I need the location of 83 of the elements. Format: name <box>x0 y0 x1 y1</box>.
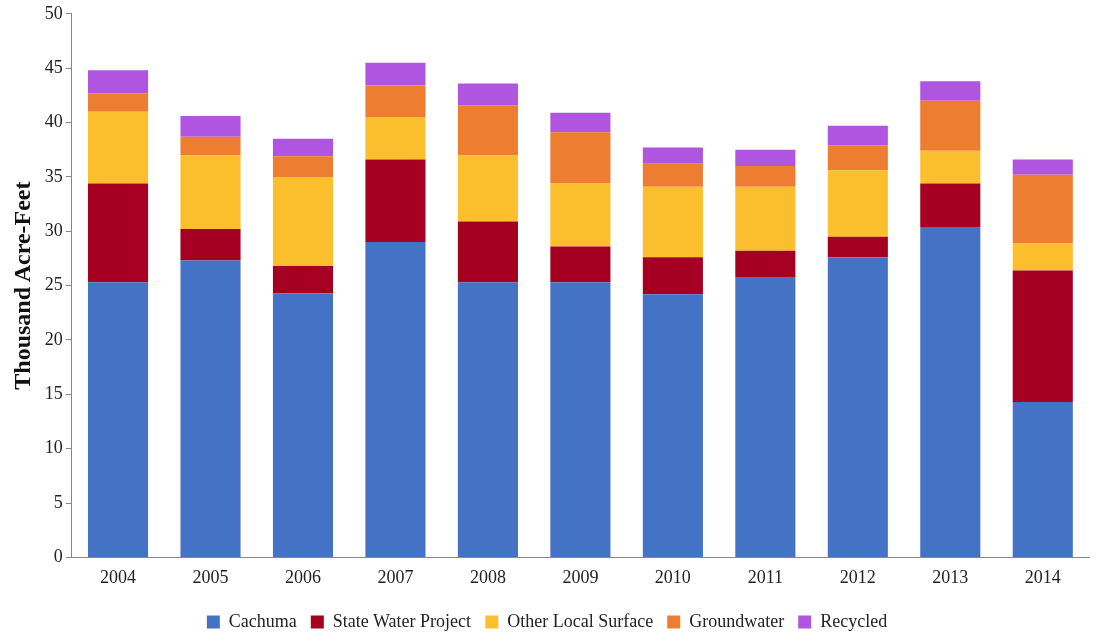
x-tick-label: 2005 <box>192 566 229 587</box>
bar <box>87 111 149 184</box>
x-tick-label: 2010 <box>654 566 691 587</box>
bar <box>1012 174 1073 244</box>
bar <box>457 105 518 156</box>
bar <box>365 117 426 160</box>
y-tick-label: 20 <box>44 328 63 349</box>
bar <box>87 70 149 94</box>
bar <box>920 183 981 227</box>
bar <box>365 85 426 118</box>
bar <box>735 166 796 187</box>
y-axis-title: Thousand Acre-Feet <box>8 181 35 390</box>
bar <box>550 246 611 283</box>
bar <box>642 147 703 164</box>
bar <box>87 183 149 283</box>
bar <box>1012 270 1073 402</box>
bar <box>550 282 611 557</box>
bar <box>827 125 888 146</box>
x-tick-label: 2013 <box>932 566 969 587</box>
x-tick-label: 2004 <box>100 566 137 587</box>
bar <box>827 170 888 237</box>
bar <box>180 136 241 156</box>
y-tick-label: 45 <box>44 56 63 77</box>
bar <box>550 132 611 184</box>
bar <box>827 236 888 258</box>
y-tick-label: 15 <box>44 383 63 404</box>
bar <box>87 93 149 112</box>
bar <box>457 155 518 222</box>
bar <box>180 229 241 261</box>
x-tick-label: 2008 <box>469 566 506 587</box>
bar <box>457 221 518 283</box>
bar <box>642 186 703 258</box>
bar <box>272 266 334 294</box>
x-tick-label: 2011 <box>747 566 784 587</box>
y-tick-label: 10 <box>44 437 63 458</box>
x-tick-label: 2006 <box>284 566 321 587</box>
bar <box>87 282 149 557</box>
x-tick-label: 2009 <box>562 566 599 587</box>
bar <box>642 257 703 295</box>
bar <box>550 183 611 247</box>
y-tick-label: 40 <box>44 111 63 132</box>
bar <box>1012 159 1073 175</box>
bar <box>272 156 334 177</box>
bar <box>920 150 981 184</box>
x-tick-label: 2007 <box>377 566 414 587</box>
y-tick-label: 30 <box>44 219 63 240</box>
bar <box>180 116 241 137</box>
bar <box>920 81 981 101</box>
bar <box>642 163 703 187</box>
legend-label: Recycled <box>820 610 888 631</box>
bar <box>920 226 981 557</box>
legend-label: Other Local Surface <box>507 610 654 631</box>
bar <box>1012 243 1073 271</box>
bar <box>457 83 518 106</box>
bar <box>272 176 334 267</box>
bar <box>365 62 426 86</box>
bar <box>735 149 796 167</box>
y-tick-label: 25 <box>44 274 63 295</box>
y-tick-label: 35 <box>44 165 63 186</box>
bar <box>180 260 241 557</box>
legend-label: Groundwater <box>689 610 785 631</box>
bar <box>735 276 796 557</box>
legend-label: Cachuma <box>228 610 297 631</box>
bar <box>365 242 426 557</box>
bar <box>180 155 241 230</box>
bar <box>1012 401 1073 557</box>
bar <box>272 293 334 557</box>
bar <box>735 186 796 251</box>
legend-label: State Water Project <box>332 610 471 631</box>
bar <box>827 257 888 557</box>
bar <box>457 282 518 557</box>
y-tick-label: 50 <box>44 2 63 23</box>
x-tick-label: 2012 <box>839 566 876 587</box>
bar <box>642 294 703 557</box>
bar <box>735 250 796 277</box>
bar <box>550 112 611 133</box>
bar <box>827 145 888 171</box>
x-tick-label: 2014 <box>1024 566 1061 587</box>
bar <box>920 100 981 151</box>
bar <box>365 159 426 243</box>
y-tick-label: 0 <box>53 546 63 567</box>
y-tick-label: 5 <box>53 491 63 512</box>
bar <box>272 138 334 157</box>
